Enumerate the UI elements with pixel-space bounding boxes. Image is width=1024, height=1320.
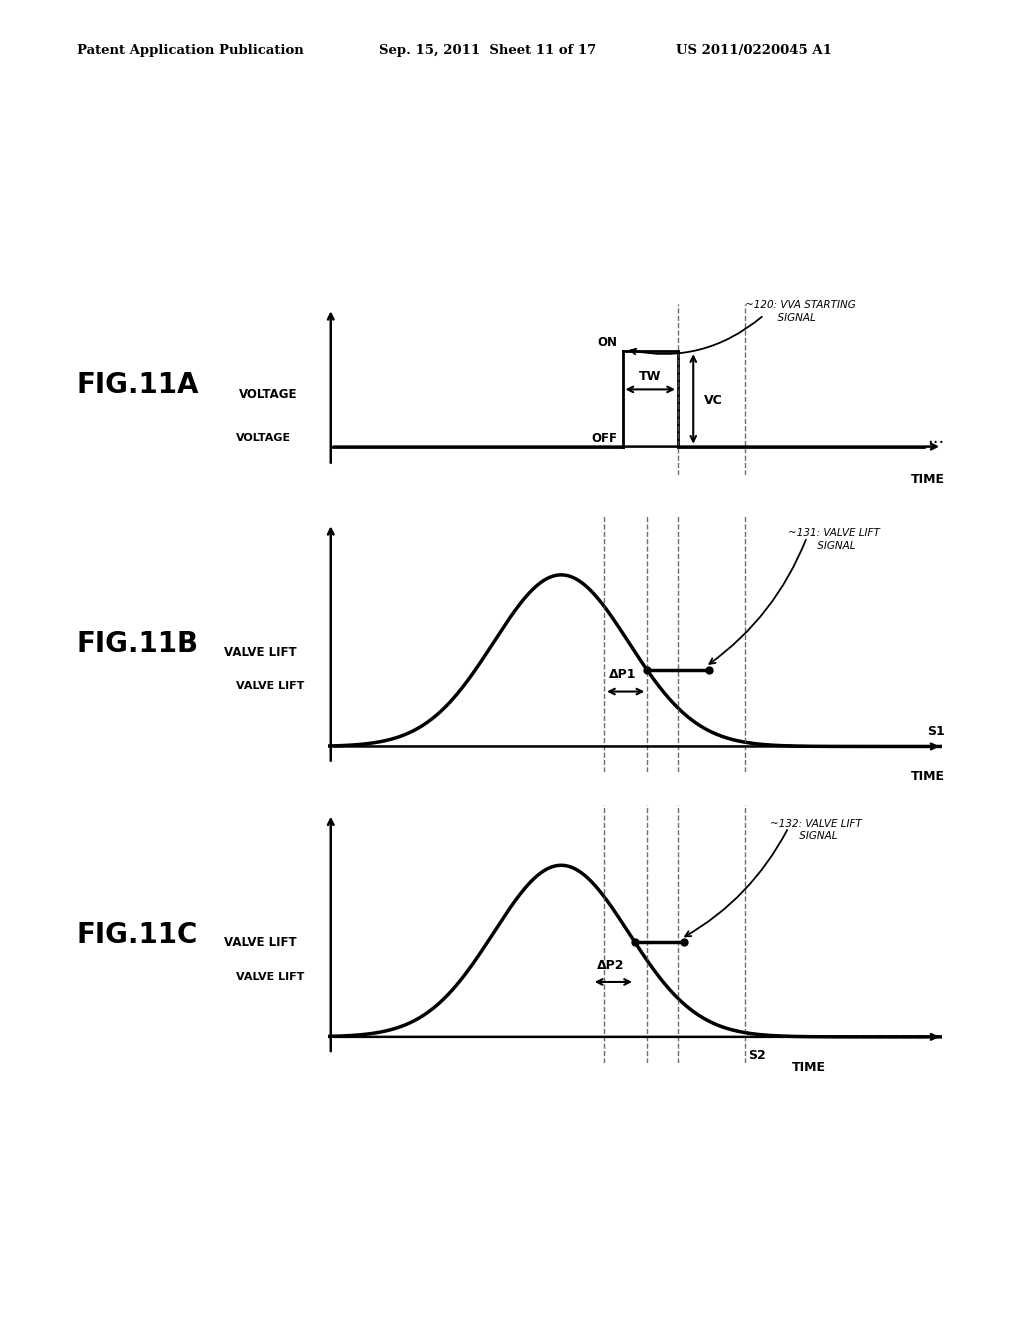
Text: VOLTAGE: VOLTAGE <box>236 433 291 444</box>
Text: ON: ON <box>598 337 617 350</box>
Text: VALVE LIFT: VALVE LIFT <box>224 645 297 659</box>
Text: ΔP2: ΔP2 <box>597 958 624 972</box>
Text: FIG.11A: FIG.11A <box>77 371 200 400</box>
Text: ~120: VVA STARTING
          SIGNAL: ~120: VVA STARTING SIGNAL <box>745 300 856 322</box>
Text: VALVE LIFT: VALVE LIFT <box>236 681 304 692</box>
Text: VOLTAGE: VOLTAGE <box>239 388 297 401</box>
Text: OFF: OFF <box>592 432 617 445</box>
Text: FIG.11C: FIG.11C <box>77 920 199 949</box>
Text: ~131: VALVE LIFT
         SIGNAL: ~131: VALVE LIFT SIGNAL <box>788 528 881 550</box>
Text: S1: S1 <box>927 725 944 738</box>
Text: ...: ... <box>927 429 944 446</box>
Text: TIME: TIME <box>911 474 945 486</box>
Text: VALVE LIFT: VALVE LIFT <box>236 972 304 982</box>
Text: ΔP1: ΔP1 <box>609 668 636 681</box>
Text: US 2011/0220045 A1: US 2011/0220045 A1 <box>676 44 831 57</box>
Text: ~132: VALVE LIFT
         SIGNAL: ~132: VALVE LIFT SIGNAL <box>770 818 862 841</box>
Text: Patent Application Publication: Patent Application Publication <box>77 44 303 57</box>
Text: TW: TW <box>639 370 662 383</box>
Text: VC: VC <box>705 395 723 408</box>
Text: TIME: TIME <box>792 1061 825 1074</box>
Text: S2: S2 <box>749 1049 766 1061</box>
Text: VALVE LIFT: VALVE LIFT <box>224 936 297 949</box>
Text: TIME: TIME <box>911 771 945 784</box>
Text: FIG.11B: FIG.11B <box>77 630 199 659</box>
Text: Sep. 15, 2011  Sheet 11 of 17: Sep. 15, 2011 Sheet 11 of 17 <box>379 44 596 57</box>
